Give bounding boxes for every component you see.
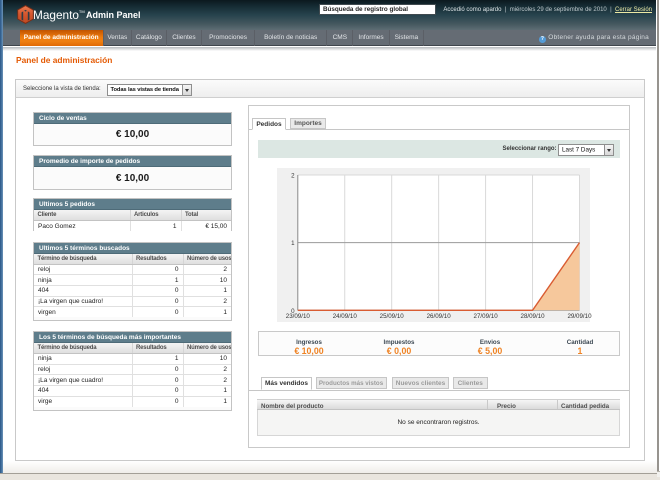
svg-text:29/09/10: 29/09/10 (567, 313, 592, 320)
svg-text:2: 2 (291, 173, 295, 180)
svg-text:23/09/10: 23/09/10 (286, 313, 311, 320)
svg-text:1: 1 (291, 240, 295, 247)
svg-text:27/09/10: 27/09/10 (474, 313, 499, 320)
svg-text:0: 0 (291, 308, 295, 315)
svg-text:25/09/10: 25/09/10 (380, 313, 405, 320)
svg-text:28/09/10: 28/09/10 (521, 313, 546, 320)
svg-text:26/09/10: 26/09/10 (427, 313, 452, 320)
svg-text:24/09/10: 24/09/10 (333, 313, 358, 320)
